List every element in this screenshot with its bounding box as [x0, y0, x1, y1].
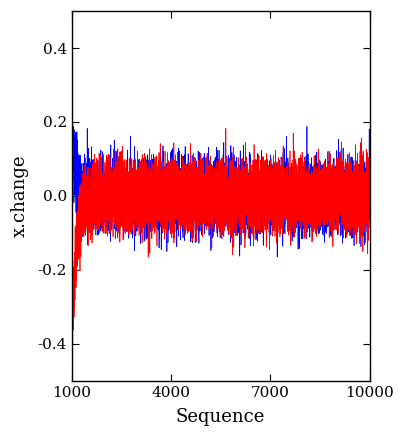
- X-axis label: Sequence: Sequence: [176, 408, 265, 426]
- Y-axis label: x.change: x.change: [11, 155, 29, 237]
